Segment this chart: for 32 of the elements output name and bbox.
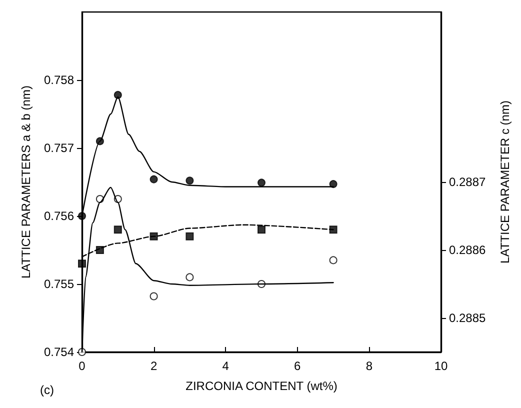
- text: (c): [40, 383, 54, 397]
- point: [258, 226, 266, 234]
- point: [186, 176, 194, 185]
- y-tick-label: 0.755: [44, 277, 74, 291]
- point: [114, 90, 122, 99]
- point: [329, 180, 338, 188]
- y-tick-label: 0.757: [44, 141, 74, 155]
- point: [186, 273, 194, 282]
- y2-tick-label: 0.2886: [449, 243, 486, 257]
- x-tick-label: 2: [150, 359, 158, 373]
- y-tick-label: 0.754: [44, 345, 74, 359]
- point: [329, 226, 338, 234]
- y2-tick-label: 0.2885: [449, 311, 486, 325]
- point: [150, 175, 158, 184]
- point: [329, 256, 338, 264]
- y2-tick-label: 0.2887: [449, 175, 486, 189]
- x-tick-label: 10: [434, 359, 448, 373]
- point: [186, 232, 194, 240]
- x-axis-title: ZIRCONIA CONTENT (wt%): [186, 379, 338, 393]
- point: [150, 232, 158, 240]
- y2-axis-title: LATTICE PARAMETER c (nm): [498, 100, 512, 264]
- point: [114, 226, 122, 234]
- point: [258, 178, 266, 187]
- point: [150, 292, 158, 300]
- x-tick-label: 0: [78, 359, 86, 373]
- x-tick-label: 6: [294, 359, 302, 373]
- x-tick-label: 8: [366, 359, 373, 373]
- y-axis-title: LATTICE PARAMETERS a & b (nm): [19, 86, 33, 278]
- x-tick-label: 4: [222, 359, 230, 373]
- point: [78, 260, 86, 268]
- y-tick-label: 0.756: [44, 209, 74, 223]
- y-tick-label: 0.758: [44, 73, 74, 87]
